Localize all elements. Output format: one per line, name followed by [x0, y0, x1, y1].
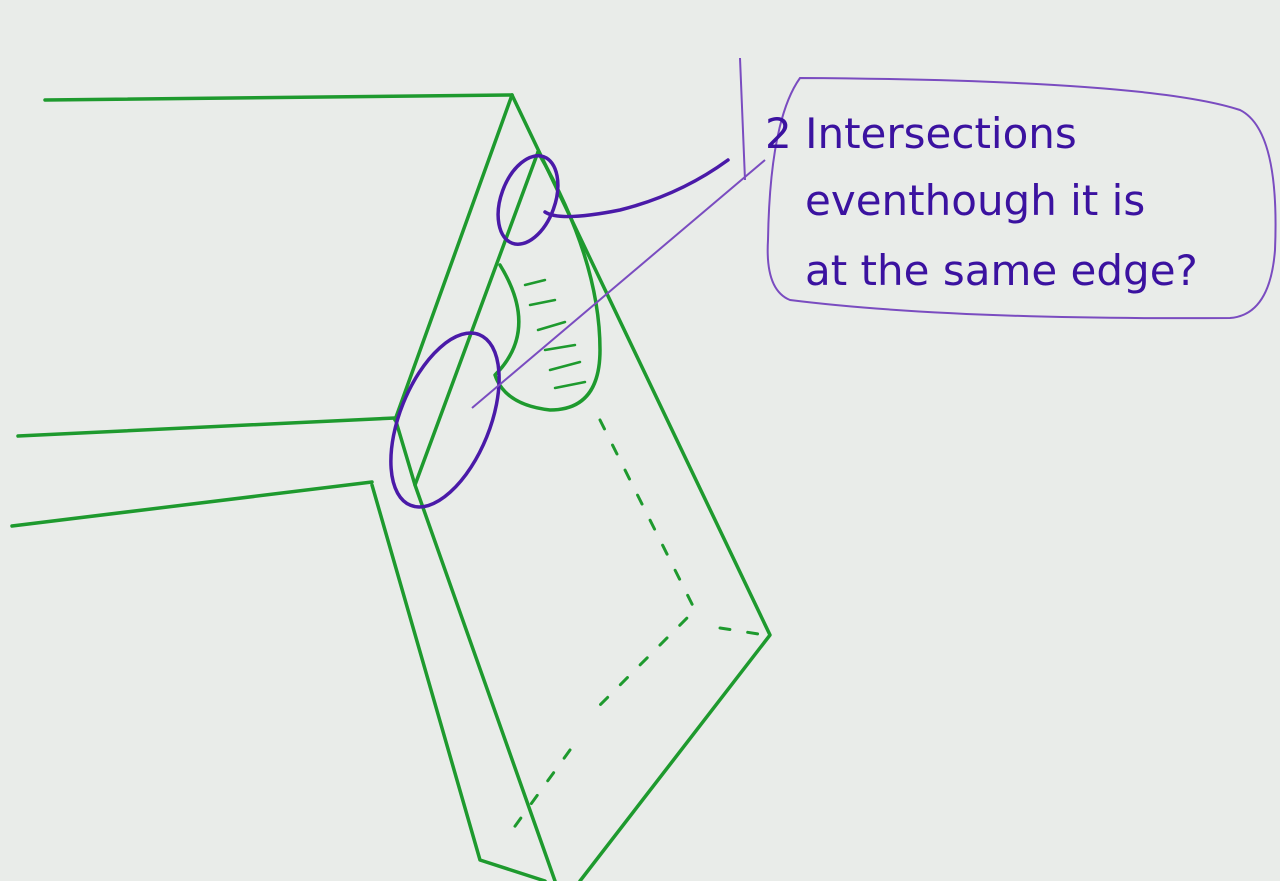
note-line: at the same edge?	[805, 246, 1198, 295]
right-edge	[510, 93, 772, 881]
circle-top	[496, 154, 560, 246]
purple-annotation: 2 Intersections eventhough it is at the …	[389, 57, 1277, 509]
left-edge	[393, 93, 514, 422]
hook-shape	[493, 150, 602, 412]
inner-edge	[413, 150, 557, 881]
connector	[543, 158, 730, 219]
hidden-edge	[598, 418, 697, 707]
note-bubble	[739, 57, 1277, 320]
note-line: eventhough it is	[805, 176, 1145, 225]
middle-line	[16, 416, 417, 487]
connector-thin	[471, 159, 766, 409]
lower-line	[10, 480, 374, 528]
hatching	[523, 278, 587, 390]
note-line: 2 Intersections	[765, 109, 1077, 158]
hidden-edge	[718, 626, 767, 637]
green-drawing	[10, 93, 772, 881]
outer-bottom-edge	[370, 483, 547, 881]
top-edge	[43, 93, 514, 102]
circle-bottom	[389, 331, 501, 509]
hidden-edge	[503, 748, 572, 842]
